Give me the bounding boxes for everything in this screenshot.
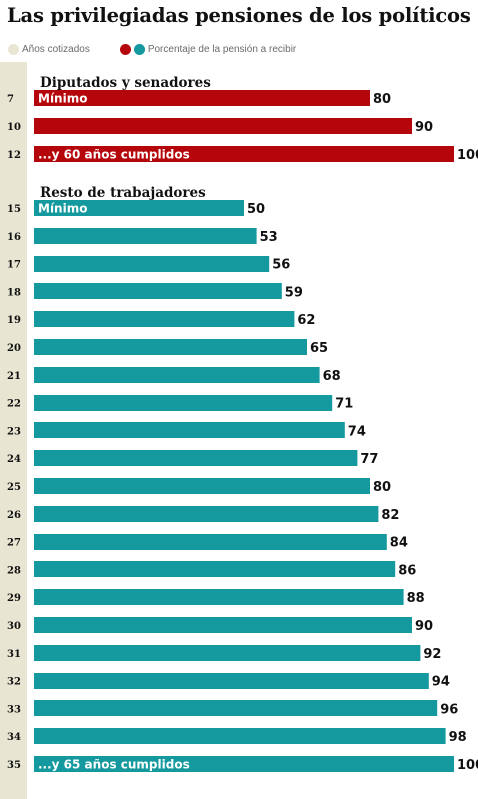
bar-chart: Diputados y senadores 7 Mínimo 80 10 90 12 ...y… — [0, 62, 478, 799]
value-label: 71 — [335, 397, 353, 412]
years-label: 35 — [7, 760, 21, 771]
bar — [34, 395, 333, 411]
years-label: 18 — [7, 287, 21, 298]
legend-red-swatch — [119, 43, 131, 55]
years-label: 23 — [7, 426, 21, 437]
years-label: 16 — [7, 232, 21, 243]
value-label: 90 — [415, 120, 433, 135]
years-label: 21 — [7, 371, 21, 382]
bar-inner-label: Mínimo — [38, 92, 87, 106]
group-heading: Diputados y senadores — [40, 75, 211, 91]
value-label: 68 — [323, 369, 341, 384]
value-label: 82 — [381, 508, 399, 523]
value-label: 100 — [457, 758, 478, 773]
bar — [34, 228, 257, 244]
chart-title: Las privilegiadas pensiones de los polít… — [7, 4, 471, 27]
value-label: 77 — [360, 452, 378, 467]
years-label: 7 — [7, 94, 14, 105]
value-label: 86 — [398, 563, 416, 578]
years-label: 20 — [7, 343, 21, 354]
bar — [34, 283, 282, 299]
bar — [34, 617, 412, 633]
bar — [34, 561, 396, 577]
value-label: 84 — [390, 536, 408, 551]
years-strip — [0, 62, 27, 799]
bar — [34, 728, 446, 744]
legend-teal-swatch — [133, 43, 145, 55]
legend-years-label: Años cotizados — [22, 43, 90, 55]
bar — [34, 478, 370, 494]
value-label: 53 — [260, 230, 278, 245]
years-label: 25 — [7, 482, 21, 493]
value-label: 94 — [432, 675, 450, 690]
bar — [34, 118, 412, 134]
bar — [34, 589, 404, 605]
bar — [34, 450, 358, 466]
bar — [34, 700, 438, 716]
bar-inner-label: ...y 60 años cumplidos — [38, 148, 190, 162]
bar-inner-label: Mínimo — [38, 202, 87, 216]
years-label: 12 — [7, 150, 21, 161]
years-label: 26 — [7, 510, 21, 521]
value-label: 56 — [272, 258, 290, 273]
legend-years-swatch — [8, 43, 19, 55]
value-label: 80 — [373, 480, 391, 495]
years-label: 19 — [7, 315, 21, 326]
value-label: 80 — [373, 92, 391, 107]
years-label: 28 — [7, 565, 21, 576]
bar — [34, 200, 244, 216]
value-label: 88 — [407, 591, 425, 606]
legend: Años cotizados Porcentaje de la pensión … — [8, 42, 296, 56]
bar — [34, 756, 454, 772]
years-label: 24 — [7, 454, 21, 465]
bar — [34, 534, 387, 550]
bar — [34, 367, 320, 383]
years-label: 15 — [7, 204, 21, 215]
years-label: 27 — [7, 538, 21, 549]
bar — [34, 673, 429, 689]
bar — [34, 146, 454, 162]
years-label: 22 — [7, 399, 21, 410]
bar — [34, 506, 379, 522]
bar — [34, 339, 307, 355]
value-label: 62 — [297, 313, 315, 328]
years-label: 31 — [7, 649, 21, 660]
years-label: 33 — [7, 704, 21, 715]
years-label: 17 — [7, 260, 21, 271]
value-label: 50 — [247, 202, 265, 217]
years-label: 34 — [7, 732, 21, 743]
years-label: 32 — [7, 677, 21, 688]
value-label: 100 — [457, 148, 478, 163]
value-label: 65 — [310, 341, 328, 356]
years-label: 30 — [7, 621, 21, 632]
value-label: 74 — [348, 424, 366, 439]
value-label: 96 — [440, 702, 458, 717]
bar — [34, 90, 370, 106]
legend-pension-label: Porcentaje de la pensión a recibir — [147, 43, 297, 55]
value-label: 90 — [415, 619, 433, 634]
years-label: 10 — [7, 122, 21, 133]
bar-inner-label: ...y 65 años cumplidos — [38, 758, 190, 772]
value-label: 98 — [449, 730, 467, 745]
bar — [34, 256, 270, 272]
bar — [34, 645, 421, 661]
years-label: 29 — [7, 593, 21, 604]
value-label: 59 — [285, 285, 303, 300]
group-heading: Resto de trabajadores — [40, 185, 206, 201]
bar — [34, 422, 345, 438]
bar — [34, 311, 295, 327]
value-label: 92 — [423, 647, 441, 662]
